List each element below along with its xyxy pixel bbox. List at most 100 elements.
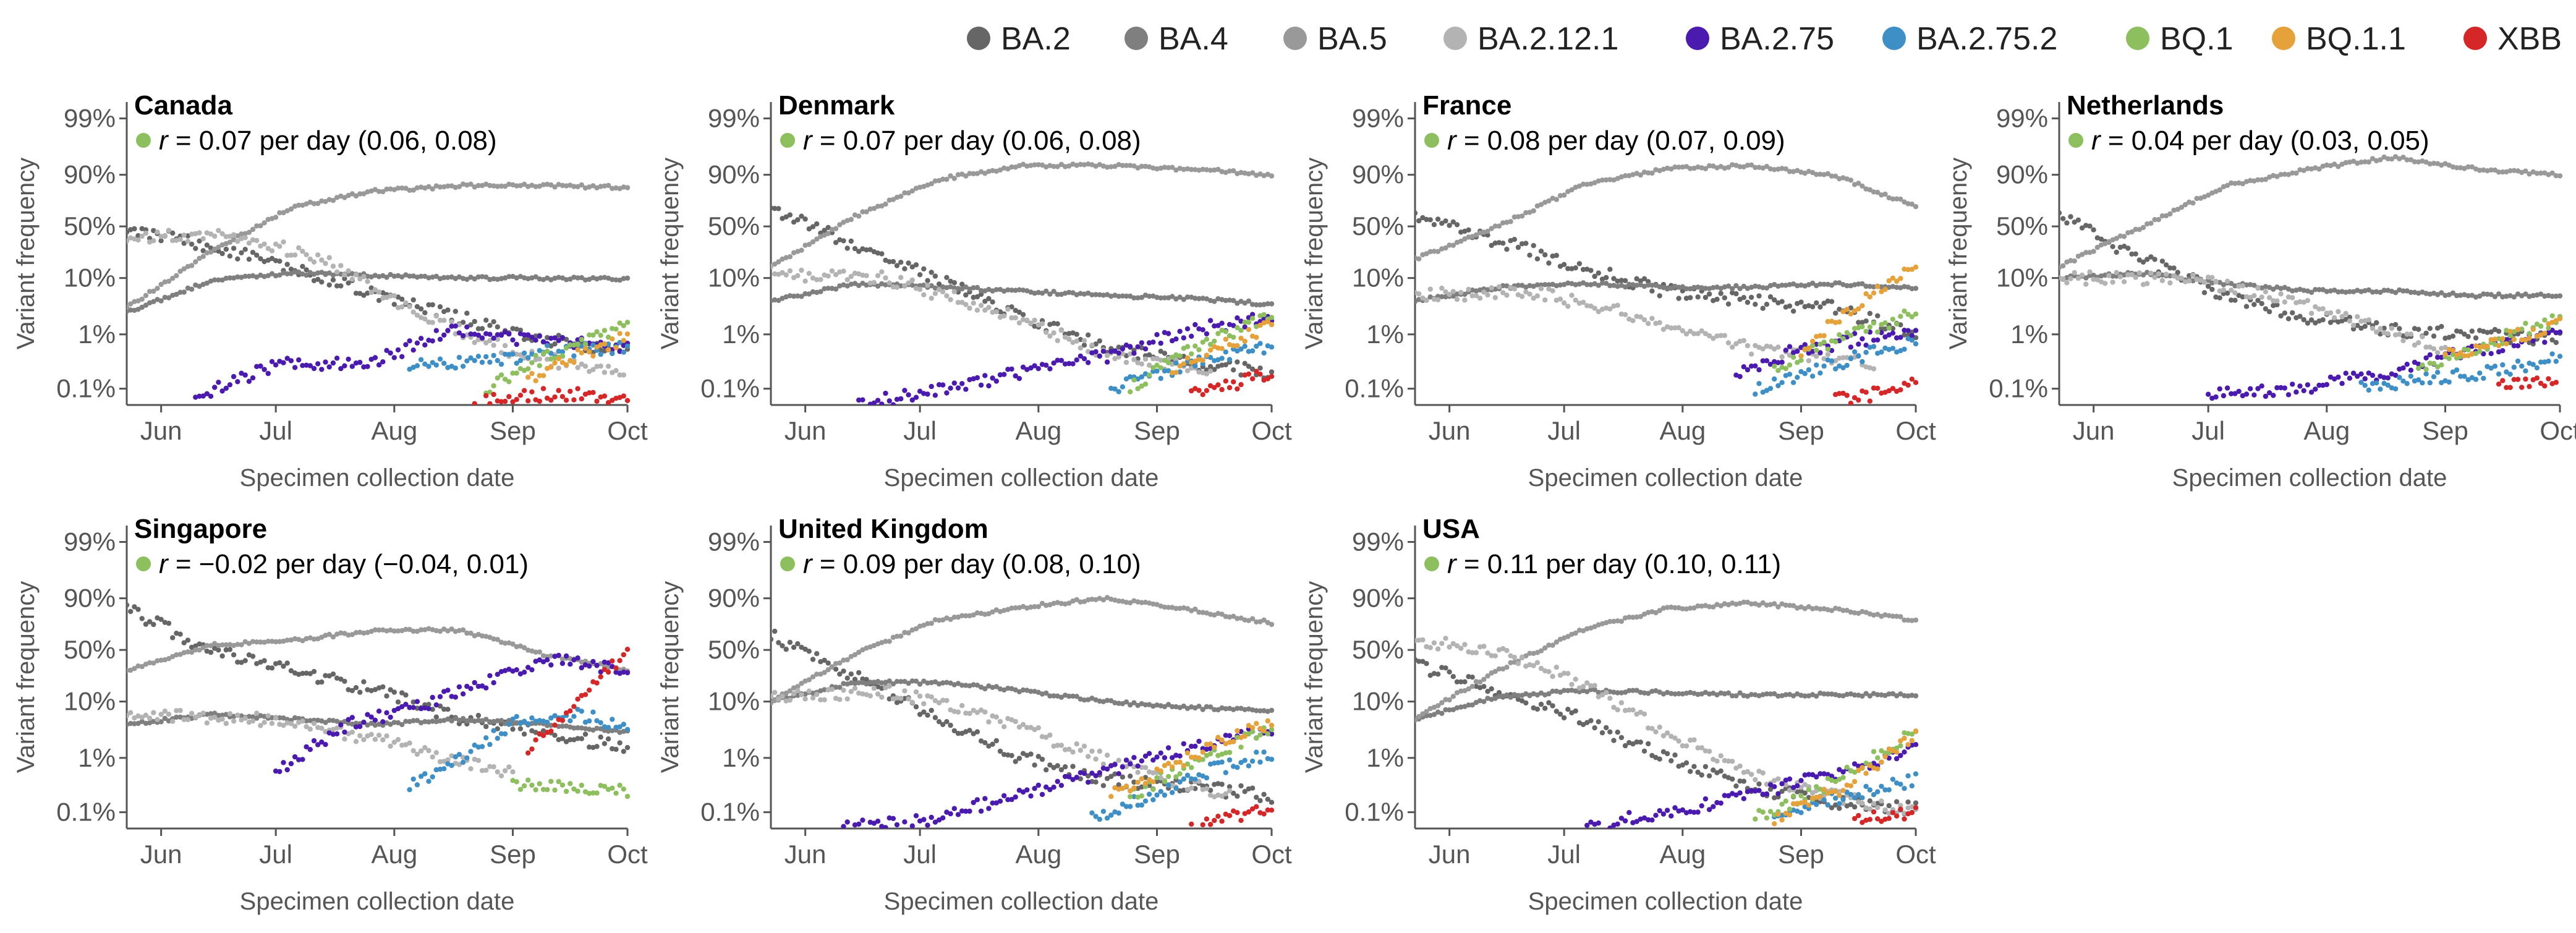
data-point bbox=[1902, 346, 1907, 352]
data-point bbox=[575, 696, 580, 702]
data-point bbox=[1783, 692, 1788, 697]
data-point bbox=[898, 396, 904, 402]
data-point bbox=[1496, 690, 1502, 696]
data-point bbox=[1142, 765, 1149, 770]
data-point bbox=[1058, 783, 1065, 788]
data-point bbox=[219, 388, 225, 394]
data-point bbox=[128, 301, 134, 307]
data-point bbox=[2217, 295, 2222, 300]
data-point bbox=[940, 680, 946, 686]
data-point bbox=[495, 324, 500, 330]
data-point bbox=[575, 347, 580, 352]
data-point bbox=[1269, 621, 1275, 628]
data-point bbox=[963, 613, 969, 619]
legend: BA.2 BA.4 BA.5 BA.2.12.1 BA.2.75 BA.2.75.2 BQ.… bbox=[967, 21, 2562, 57]
data-point bbox=[1458, 704, 1464, 710]
data-point bbox=[894, 822, 900, 828]
data-point bbox=[856, 249, 862, 254]
data-point bbox=[791, 293, 797, 299]
data-point bbox=[1128, 788, 1133, 794]
data-point bbox=[1242, 343, 1248, 349]
y-tick-label: 50% bbox=[1996, 211, 2048, 241]
legend-swatch bbox=[1882, 27, 1906, 50]
legend-swatch bbox=[2463, 27, 2487, 50]
data-point bbox=[502, 768, 508, 773]
data-point bbox=[1691, 764, 1697, 769]
data-point bbox=[2316, 166, 2322, 172]
data-point bbox=[1219, 737, 1225, 743]
data-point bbox=[445, 707, 451, 712]
data-point bbox=[1458, 289, 1464, 296]
x-tick-label: Jul bbox=[259, 840, 292, 869]
data-point bbox=[1177, 753, 1183, 759]
y-axis-label: Variant frequency bbox=[1301, 581, 1328, 773]
data-point bbox=[197, 230, 202, 236]
data-point bbox=[886, 280, 892, 286]
data-point bbox=[1554, 709, 1559, 714]
data-point bbox=[1074, 775, 1079, 780]
data-point bbox=[799, 692, 804, 697]
data-point bbox=[399, 296, 405, 302]
data-point bbox=[844, 245, 850, 251]
data-point bbox=[1231, 367, 1236, 373]
data-point bbox=[1116, 389, 1121, 394]
data-point bbox=[571, 353, 577, 359]
data-point bbox=[552, 713, 558, 718]
data-point bbox=[330, 198, 336, 203]
data-point bbox=[2553, 380, 2559, 385]
data-point bbox=[1204, 816, 1210, 822]
data-point bbox=[1592, 273, 1597, 279]
data-point bbox=[1829, 299, 1835, 304]
data-point bbox=[365, 364, 370, 369]
data-point bbox=[346, 632, 351, 638]
data-point bbox=[277, 769, 283, 775]
data-point bbox=[1772, 376, 1777, 382]
data-point bbox=[940, 697, 946, 703]
data-point bbox=[2442, 344, 2448, 351]
data-point bbox=[1856, 341, 1861, 347]
legend-item-ba-4: BA.4 bbox=[1124, 21, 1228, 57]
data-point bbox=[525, 721, 531, 726]
data-point bbox=[540, 733, 546, 738]
data-point bbox=[1058, 357, 1065, 364]
x-tick-label: Aug bbox=[2303, 416, 2350, 445]
data-point bbox=[2152, 257, 2157, 262]
data-point bbox=[1668, 758, 1674, 764]
data-point bbox=[155, 286, 160, 291]
data-point bbox=[2175, 207, 2180, 212]
data-point bbox=[1032, 786, 1037, 791]
data-point bbox=[571, 397, 577, 403]
data-point bbox=[2327, 310, 2334, 316]
data-point bbox=[1443, 218, 1448, 224]
data-point bbox=[1592, 687, 1597, 692]
data-point bbox=[521, 332, 527, 338]
data-point bbox=[1458, 679, 1464, 685]
data-point bbox=[1100, 597, 1107, 603]
y-axis-label: Variant frequency bbox=[657, 158, 684, 350]
data-point bbox=[1798, 788, 1804, 794]
x-tick-label: Jul bbox=[903, 416, 937, 445]
data-point bbox=[1714, 333, 1720, 339]
data-point bbox=[1817, 281, 1823, 287]
data-point bbox=[338, 283, 344, 289]
data-point bbox=[2515, 358, 2521, 364]
series-bq-1-1 bbox=[525, 331, 631, 383]
data-point bbox=[1231, 379, 1236, 385]
data-point bbox=[2389, 156, 2395, 162]
data-point bbox=[587, 349, 592, 355]
data-point bbox=[594, 398, 600, 404]
data-point bbox=[974, 284, 980, 291]
data-point bbox=[1139, 340, 1145, 346]
data-point bbox=[2301, 168, 2306, 173]
data-point bbox=[2313, 287, 2318, 292]
data-point bbox=[242, 658, 248, 663]
data-point bbox=[1748, 294, 1754, 300]
data-point bbox=[380, 719, 386, 725]
data-point bbox=[410, 748, 416, 754]
data-point bbox=[388, 186, 393, 192]
data-point bbox=[906, 260, 911, 266]
data-point bbox=[2515, 331, 2521, 337]
data-point bbox=[948, 385, 953, 391]
data-point bbox=[610, 717, 615, 722]
data-point bbox=[475, 683, 482, 689]
